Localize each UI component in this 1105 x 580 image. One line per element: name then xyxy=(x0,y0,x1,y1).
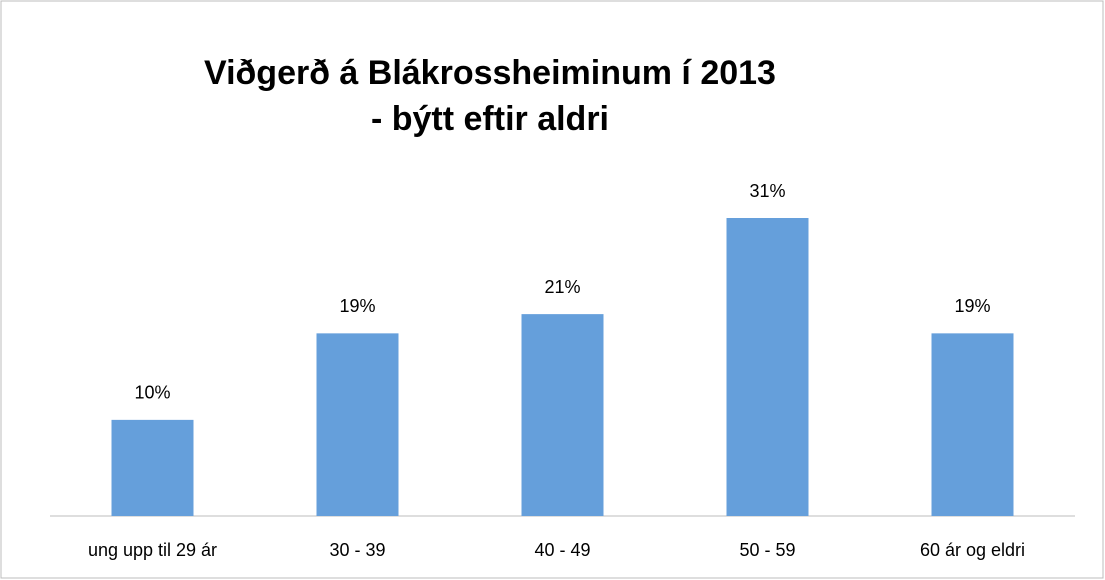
chart-title: - býtt eftir aldri xyxy=(371,100,609,138)
data-label: 31% xyxy=(749,181,785,201)
x-tick-label: 40 - 49 xyxy=(534,540,590,560)
bar xyxy=(931,333,1014,516)
x-tick-label: 60 ár og eldri xyxy=(920,540,1025,560)
x-tick-label: 50 - 59 xyxy=(739,540,795,560)
x-tick-label: 30 - 39 xyxy=(329,540,385,560)
bar xyxy=(521,314,604,516)
data-label: 21% xyxy=(544,277,580,297)
bar xyxy=(316,333,399,516)
data-label: 19% xyxy=(954,296,990,316)
data-label: 10% xyxy=(134,383,170,403)
x-tick-label: ung upp til 29 ár xyxy=(88,540,217,560)
chart-title: Viðgerð á Blákrossheiminum í 2013 xyxy=(204,54,776,92)
data-label: 19% xyxy=(339,296,375,316)
bar xyxy=(111,419,194,516)
bar xyxy=(726,218,809,516)
